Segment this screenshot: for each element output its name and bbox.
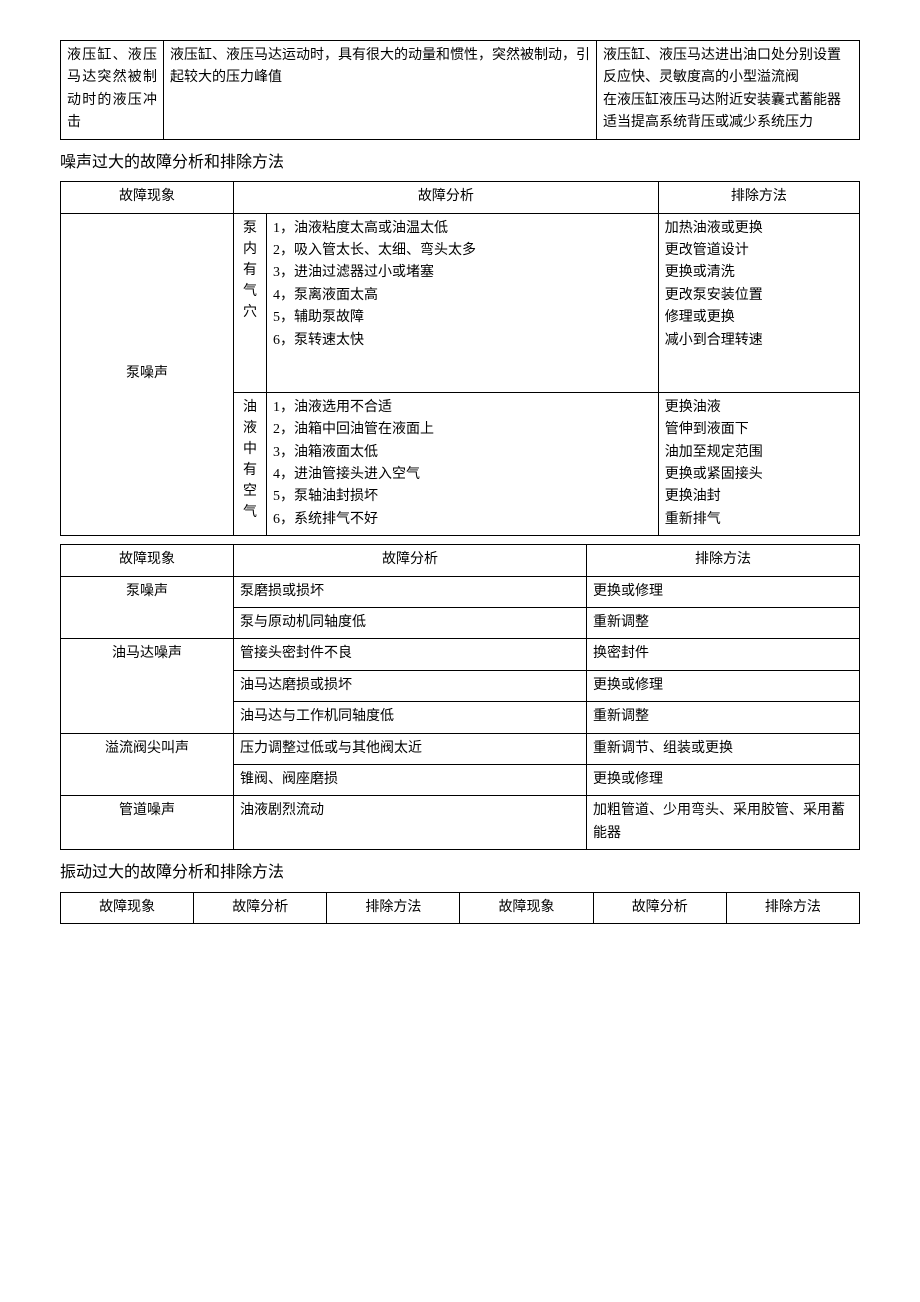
table-row: 油马达噪声管接头密封件不良换密封件 bbox=[61, 639, 860, 670]
table-header-row: 故障现象 故障分析 排除方法 bbox=[61, 545, 860, 576]
cell-analysis: 锥阀、阀座磨损 bbox=[234, 764, 587, 795]
header-analysis-2: 故障分析 bbox=[593, 892, 726, 923]
cell-sublabel: 泵内有气穴 bbox=[234, 213, 267, 392]
header-phenomenon-2: 故障现象 bbox=[460, 892, 593, 923]
cell-phenomenon: 液压缸、液压马达突然被制动时的液压冲击 bbox=[61, 41, 164, 140]
vibration-fault-table: 故障现象 故障分析 排除方法 故障现象 故障分析 排除方法 bbox=[60, 892, 860, 924]
cell-solution: 加粗管道、少用弯头、采用胶管、采用蓄能器 bbox=[587, 796, 860, 850]
table-row: 溢流阀尖叫声压力调整过低或与其他阀太近重新调节、组装或更换 bbox=[61, 733, 860, 764]
cell-solution-items: 更换油液管伸到液面下油加至规定范围更换或紧固接头更换油封重新排气 bbox=[658, 392, 859, 535]
cell-analysis-items: 1，油液粘度太高或油温太低2，吸入管太长、太细、弯头太多3，进油过滤器过小或堵塞… bbox=[267, 213, 659, 392]
noise-fault-table: 故障现象 故障分析 排除方法 泵噪声 泵内有气穴 1，油液粘度太高或油温太低2，… bbox=[60, 181, 860, 536]
cell-analysis: 油马达与工作机同轴度低 bbox=[234, 702, 587, 733]
cell-phenomenon: 管道噪声 bbox=[61, 796, 234, 850]
header-phenomenon: 故障现象 bbox=[61, 545, 234, 576]
cell-phenomenon: 泵噪声 bbox=[61, 576, 234, 639]
header-solution: 排除方法 bbox=[587, 545, 860, 576]
cell-solution: 重新调节、组装或更换 bbox=[587, 733, 860, 764]
table-header-row: 故障现象 故障分析 排除方法 故障现象 故障分析 排除方法 bbox=[61, 892, 860, 923]
header-phenomenon: 故障现象 bbox=[61, 182, 234, 213]
cell-analysis: 管接头密封件不良 bbox=[234, 639, 587, 670]
cell-analysis: 油液剧烈流动 bbox=[234, 796, 587, 850]
cell-solution: 更换或修理 bbox=[587, 670, 860, 701]
table-row: 液压缸、液压马达突然被制动时的液压冲击 液压缸、液压马达运动时，具有很大的动量和… bbox=[61, 41, 860, 140]
cell-phenomenon: 油马达噪声 bbox=[61, 639, 234, 733]
cell-analysis: 泵与原动机同轴度低 bbox=[234, 608, 587, 639]
table-row: 泵噪声 泵内有气穴 1，油液粘度太高或油温太低2，吸入管太长、太细、弯头太多3，… bbox=[61, 213, 860, 392]
cell-solution: 换密封件 bbox=[587, 639, 860, 670]
cell-solution: 重新调整 bbox=[587, 608, 860, 639]
cell-analysis: 液压缸、液压马达运动时，具有很大的动量和惯性，突然被制动，引起较大的压力峰值 bbox=[164, 41, 597, 140]
cell-solution: 更换或修理 bbox=[587, 764, 860, 795]
header-analysis: 故障分析 bbox=[234, 545, 587, 576]
hydraulic-impact-table: 液压缸、液压马达突然被制动时的液压冲击 液压缸、液压马达运动时，具有很大的动量和… bbox=[60, 40, 860, 140]
cell-phenomenon: 泵噪声 bbox=[61, 213, 234, 536]
cell-analysis: 泵磨损或损坏 bbox=[234, 576, 587, 607]
cell-solution: 重新调整 bbox=[587, 702, 860, 733]
cell-analysis: 压力调整过低或与其他阀太近 bbox=[234, 733, 587, 764]
cell-analysis: 油马达磨损或损坏 bbox=[234, 670, 587, 701]
header-solution: 排除方法 bbox=[658, 182, 859, 213]
cell-sublabel: 油液中有空气 bbox=[234, 392, 267, 535]
header-solution: 排除方法 bbox=[327, 892, 460, 923]
cell-phenomenon: 溢流阀尖叫声 bbox=[61, 733, 234, 796]
cell-solution: 更换或修理 bbox=[587, 576, 860, 607]
header-solution-2: 排除方法 bbox=[726, 892, 859, 923]
header-analysis: 故障分析 bbox=[194, 892, 327, 923]
table-header-row: 故障现象 故障分析 排除方法 bbox=[61, 182, 860, 213]
noise-fault-table-2: 故障现象 故障分析 排除方法 泵噪声泵磨损或损坏更换或修理泵与原动机同轴度低重新… bbox=[60, 544, 860, 850]
cell-solution-items: 加热油液或更换更改管道设计更换或清洗更改泵安装位置修理或更换减小到合理转速 bbox=[658, 213, 859, 392]
table-row: 泵噪声泵磨损或损坏更换或修理 bbox=[61, 576, 860, 607]
header-phenomenon: 故障现象 bbox=[61, 892, 194, 923]
cell-analysis-items: 1，油液选用不合适2，油箱中回油管在液面上3，油箱液面太低4，进油管接头进入空气… bbox=[267, 392, 659, 535]
cell-solution: 液压缸、液压马达进出油口处分别设置反应快、灵敏度高的小型溢流阀在液压缸液压马达附… bbox=[597, 41, 860, 140]
section-title-vibration: 振动过大的故障分析和排除方法 bbox=[60, 860, 860, 886]
header-analysis: 故障分析 bbox=[234, 182, 659, 213]
table-row: 管道噪声油液剧烈流动加粗管道、少用弯头、采用胶管、采用蓄能器 bbox=[61, 796, 860, 850]
section-title-noise: 噪声过大的故障分析和排除方法 bbox=[60, 150, 860, 176]
